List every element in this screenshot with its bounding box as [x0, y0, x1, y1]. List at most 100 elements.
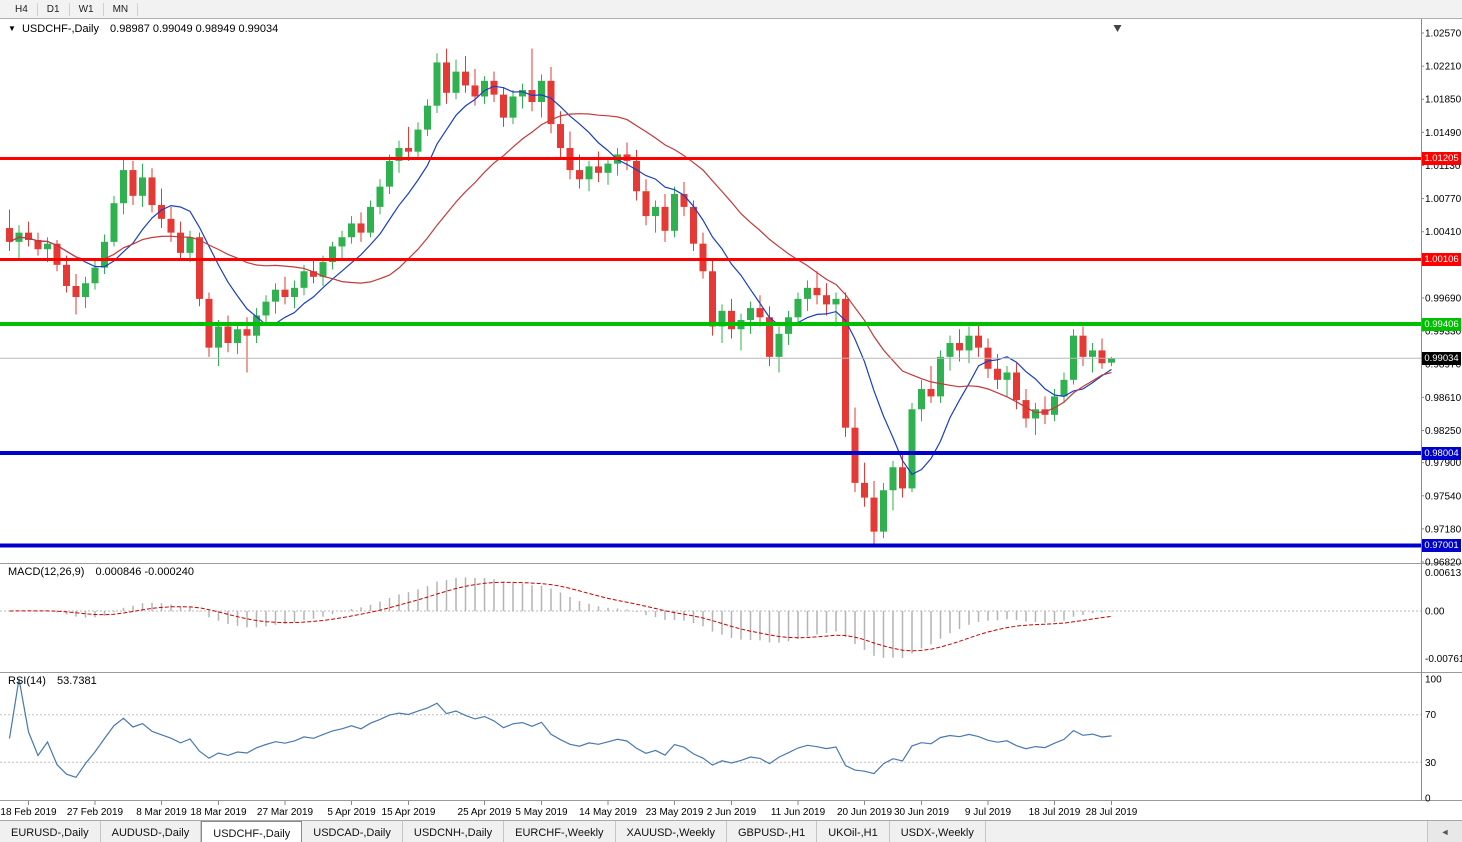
- current-price-badge: 0.99034: [1422, 351, 1461, 365]
- macd-histogram-bar: [892, 611, 894, 658]
- tab-usdx-weekly[interactable]: USDX-,Weekly: [890, 821, 986, 842]
- tab-ukoil-h1[interactable]: UKOil-,H1: [817, 821, 890, 842]
- candle-body: [718, 310, 726, 327]
- macd-histogram-bar: [987, 611, 989, 621]
- macd-axis-label: -0.00761: [1425, 654, 1462, 665]
- macd-histogram-bar: [949, 611, 951, 634]
- macd-histogram-bar: [873, 611, 875, 656]
- date-axis-label: 18 Jul 2019: [1029, 807, 1081, 818]
- macd-histogram-bar: [474, 577, 476, 611]
- macd-histogram-bar: [559, 592, 562, 611]
- macd-histogram-bar: [1110, 611, 1113, 612]
- date-axis-label: 9 Jul 2019: [965, 807, 1012, 818]
- macd-histogram-bar: [588, 603, 590, 611]
- tab-scroll-left-button[interactable]: ◄: [1427, 821, 1462, 842]
- macd-histogram-bar: [835, 611, 837, 632]
- macd-histogram-bar: [379, 601, 381, 611]
- tab-eurusd-daily[interactable]: EURUSD-,Daily: [0, 821, 101, 842]
- candle-body: [975, 335, 982, 348]
- chart-menu-icon[interactable]: ▼: [8, 24, 16, 33]
- macd-histogram-bar: [8, 611, 11, 612]
- macd-histogram-bar: [227, 611, 229, 625]
- date-axis-label: 27 Mar 2019: [257, 807, 314, 818]
- macd-histogram-bar: [189, 607, 191, 611]
- macd-histogram-bar: [265, 611, 267, 627]
- candle-body: [927, 389, 935, 397]
- tab-usdcad-daily[interactable]: USDCAD-,Daily: [302, 821, 403, 842]
- candle-body: [680, 194, 688, 207]
- candle-body: [861, 482, 868, 498]
- macd-histogram-bar: [778, 611, 780, 643]
- date-axis-label: 28 Jul 2019: [1086, 807, 1138, 818]
- macd-histogram-bar: [759, 611, 761, 641]
- timeframe-h4-button[interactable]: H4: [6, 2, 38, 16]
- macd-histogram-bar: [635, 611, 638, 612]
- timeframe-mn-button[interactable]: MN: [104, 2, 139, 16]
- chart-tab-bar: EURUSD-,Daily AUDUSD-,Daily USDCHF-,Daily U…: [0, 820, 1462, 842]
- price-axis-label: 0.96820: [1425, 558, 1462, 569]
- timeframe-d1-button[interactable]: D1: [38, 2, 70, 16]
- candle-body: [519, 90, 526, 97]
- macd-histogram-bar: [787, 611, 790, 642]
- date-axis-label: 18 Mar 2019: [190, 807, 247, 818]
- candle-body: [243, 329, 251, 336]
- candle-body: [965, 335, 973, 351]
- macd-histogram-bar: [1044, 611, 1046, 623]
- candle-body: [376, 186, 384, 207]
- macd-header: MACD(12,26,9) 0.000846 -0.000240: [8, 566, 194, 578]
- tab-usdcnh-daily[interactable]: USDCNH-,Daily: [403, 821, 505, 842]
- macd-histogram-bar: [122, 607, 125, 611]
- tab-xauusd-weekly[interactable]: XAUUSD-,Weekly: [616, 821, 727, 842]
- candle-body: [633, 160, 640, 192]
- candle-body: [1108, 358, 1115, 363]
- price-axis-label: 1.01490: [1425, 128, 1462, 139]
- macd-histogram-bar: [179, 606, 182, 611]
- macd-histogram-bar: [768, 611, 771, 643]
- date-axis-label: 2 Jun 2019: [707, 807, 757, 818]
- candle-body: [262, 301, 270, 316]
- price-badge-0.99406: 0.99406: [1422, 317, 1461, 331]
- candle-body: [509, 96, 517, 118]
- candle-body: [215, 326, 222, 348]
- candle-body: [585, 166, 593, 180]
- macd-histogram-bar: [901, 611, 904, 659]
- candle-body: [471, 85, 479, 97]
- candle-body: [291, 287, 298, 298]
- tab-audusd-daily[interactable]: AUDUSD-,Daily: [101, 821, 202, 842]
- candle-body: [756, 308, 764, 318]
- candle-body: [528, 90, 536, 102]
- tab-usdchf-daily[interactable]: USDCHF-,Daily: [201, 821, 303, 842]
- rsi-value: 53.7381: [56, 675, 97, 687]
- macd-histogram-bar: [1015, 611, 1018, 621]
- chart-area: 1.02570 1.02210 1.01850 1.01490 1.01130 1.007…: [0, 19, 1462, 820]
- rsi-axis-label: 100: [1425, 675, 1442, 686]
- macd-histogram-bar: [673, 611, 676, 620]
- macd-histogram-bar: [217, 611, 220, 621]
- candle-body: [699, 243, 707, 272]
- price-badge-0.98004: 0.98004: [1422, 446, 1461, 460]
- tab-gbpusd-h1[interactable]: GBPUSD-,H1: [727, 821, 818, 842]
- tab-eurchf-weekly[interactable]: EURCHF-,Weekly: [504, 821, 616, 842]
- macd-histogram-bar: [407, 592, 410, 611]
- macd-histogram-bar: [911, 611, 913, 654]
- candle-body: [196, 237, 203, 299]
- candle-body: [604, 163, 612, 173]
- macd-histogram-bar: [977, 611, 980, 622]
- candle-body: [595, 166, 602, 173]
- macd-signal-line: [9, 581, 1112, 652]
- timeframe-w1-button[interactable]: W1: [70, 2, 104, 16]
- macd-histogram-bar: [616, 608, 619, 611]
- candle-body: [889, 467, 897, 491]
- date-axis-label: 25 Apr 2019: [458, 807, 512, 818]
- candle-body: [25, 232, 32, 240]
- candle-body: [338, 237, 346, 247]
- macd-histogram-bar: [113, 611, 115, 613]
- chart-canvas[interactable]: 1.02570 1.02210 1.01850 1.01490 1.01130 1.007…: [0, 19, 1462, 820]
- candle-body: [1089, 350, 1096, 357]
- date-axis-label: 23 May 2019: [646, 807, 704, 818]
- macd-histogram-bar: [274, 611, 277, 625]
- candle-body: [1060, 379, 1068, 397]
- candle-body: [44, 243, 51, 250]
- macd-histogram-bar: [493, 579, 495, 611]
